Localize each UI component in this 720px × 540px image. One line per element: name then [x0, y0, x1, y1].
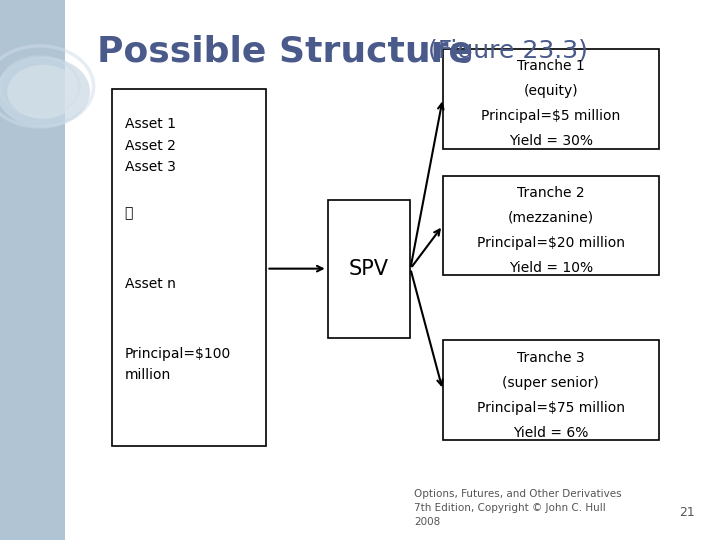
Text: ⌛: ⌛	[125, 206, 133, 220]
Circle shape	[0, 57, 90, 127]
Text: Principal=$20 million: Principal=$20 million	[477, 236, 625, 250]
Text: Yield = 10%: Yield = 10%	[509, 261, 593, 275]
Text: Principal=$5 million: Principal=$5 million	[481, 109, 621, 123]
Text: (Figure 23.3): (Figure 23.3)	[428, 39, 588, 63]
Text: (mezzanine): (mezzanine)	[508, 211, 594, 225]
FancyBboxPatch shape	[443, 49, 659, 149]
Text: Asset 1: Asset 1	[125, 117, 176, 131]
Circle shape	[7, 65, 79, 119]
Text: Asset 3: Asset 3	[125, 160, 176, 174]
Text: Yield = 30%: Yield = 30%	[509, 134, 593, 148]
Text: Options, Futures, and Other Derivatives
7th Edition, Copyright © John C. Hull
20: Options, Futures, and Other Derivatives …	[414, 489, 621, 526]
FancyBboxPatch shape	[443, 176, 659, 275]
Text: Principal=$75 million: Principal=$75 million	[477, 401, 625, 415]
Text: Tranche 1: Tranche 1	[517, 59, 585, 73]
Text: Tranche 3: Tranche 3	[517, 350, 585, 365]
FancyBboxPatch shape	[112, 89, 266, 446]
Text: 21: 21	[679, 507, 695, 519]
FancyBboxPatch shape	[65, 0, 720, 540]
Text: Yield = 6%: Yield = 6%	[513, 426, 588, 440]
FancyBboxPatch shape	[328, 200, 410, 338]
Text: Asset 2: Asset 2	[125, 139, 176, 153]
Text: Possible Structure: Possible Structure	[97, 35, 473, 68]
Text: (super senior): (super senior)	[503, 376, 599, 390]
Text: Tranche 2: Tranche 2	[517, 186, 585, 200]
Text: Asset n: Asset n	[125, 276, 176, 291]
Text: (equity): (equity)	[523, 84, 578, 98]
Text: million: million	[125, 368, 171, 382]
Text: Principal=$100: Principal=$100	[125, 347, 231, 361]
Text: SPV: SPV	[349, 259, 389, 279]
FancyBboxPatch shape	[443, 340, 659, 440]
